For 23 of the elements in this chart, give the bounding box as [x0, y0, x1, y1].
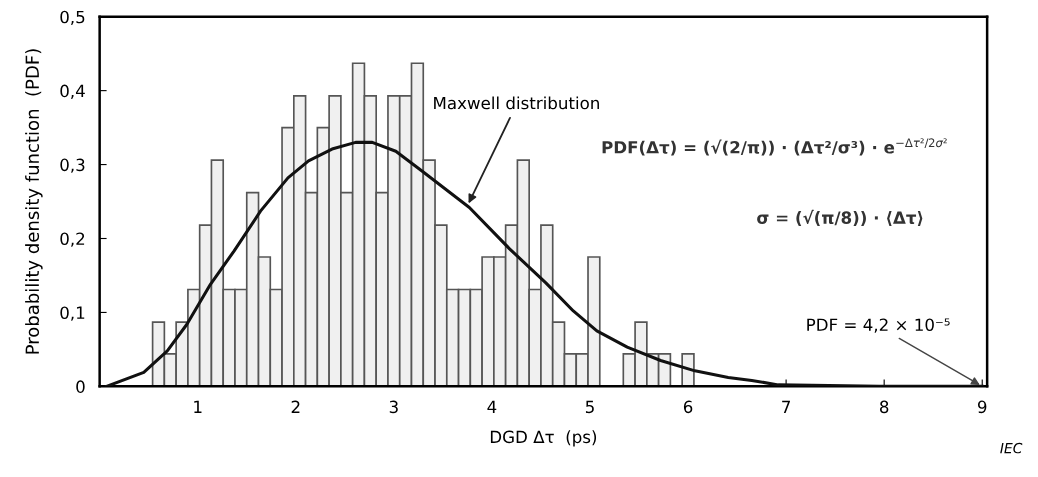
x-tick-label: 5	[585, 400, 594, 414]
y-tick-label: 0,3	[60, 158, 85, 173]
annotation: PDF = 4,2 × 10⁻⁵	[807, 318, 950, 333]
annotation: PDF(Δτ) = (√(2/π)) · (Δτ²/σ³) · e$^{−Δτ²/2σ²}$	[602, 138, 947, 156]
x-tick-label: 9	[977, 400, 987, 414]
x-tick-label: 4	[487, 400, 497, 413]
x-tick-label: 3	[389, 400, 398, 414]
y-tick-label: 0,2	[60, 232, 85, 247]
x-axis-title: DGD Δτ (ps)	[490, 430, 597, 447]
text: IEC	[1000, 442, 1023, 454]
annotation: σ = (√(π/8)) · ⟨Δτ⟩	[757, 209, 923, 226]
x-tick-label: 2	[291, 400, 300, 413]
line-series	[104, 140, 984, 387]
x-tick-label: 8	[880, 400, 889, 414]
y-tick-label: 0,4	[60, 84, 85, 99]
y-tick-label: 0,1	[60, 306, 85, 321]
annotation: Maxwell distribution	[434, 96, 599, 110]
y-tick-label: 0,5	[60, 10, 85, 25]
x-tick-label: 7	[782, 400, 790, 413]
x-tick-label: 6	[683, 400, 693, 414]
y-tick-label: 0	[76, 380, 85, 393]
x-tick-label: 1	[194, 400, 202, 413]
y-axis-title: Probability density function (PDF)	[25, 49, 43, 354]
